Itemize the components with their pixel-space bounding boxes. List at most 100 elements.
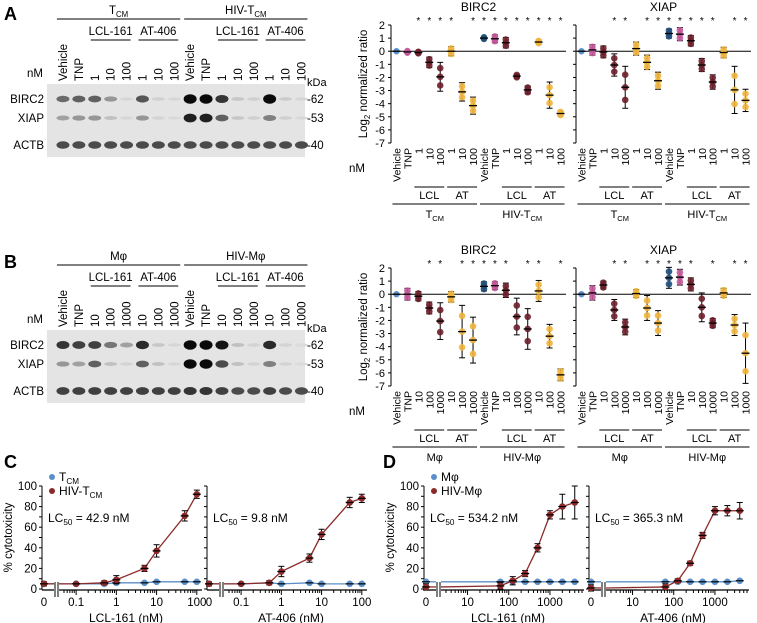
a-birc2-unit-label: nM xyxy=(349,163,365,175)
blot-a-lane-label: 100 xyxy=(296,62,308,81)
blot-b-band-xiap xyxy=(72,361,86,367)
blot-b-band-birc2 xyxy=(183,340,197,350)
b-birc2-category-label: 1000 xyxy=(523,391,535,415)
b-birc2-significance-star: * xyxy=(460,259,464,270)
blot-a-lane-label: 1 xyxy=(265,75,277,81)
d-lcl-x-tick-label: 10 xyxy=(461,597,474,609)
a-xiap-significance-star: * xyxy=(645,16,649,27)
c-lcl-series-infected-line xyxy=(76,493,198,585)
a-birc2-y-tick-label: -2 xyxy=(375,72,385,84)
a-birc2-subgroup-label: AT xyxy=(455,190,469,202)
b-xiap-subgroup-label: AT xyxy=(728,433,742,445)
a-birc2-data-point xyxy=(415,48,422,56)
blot-a-band-xiap xyxy=(135,115,149,121)
b-xiap-data-point xyxy=(742,368,749,375)
d-at-x-tick-label: 1000 xyxy=(702,597,728,609)
b-xiap-data-point xyxy=(676,278,684,286)
b-birc2-y-tick-label: -2 xyxy=(375,315,385,327)
blot-a-drug-label: LCL-161 xyxy=(89,26,133,38)
a-birc2-group-label: HIV-TCM xyxy=(502,209,542,223)
b-xiap-significance-star: * xyxy=(667,259,671,270)
blot-b-band-xiap xyxy=(263,361,277,367)
blot-a-band-actb xyxy=(120,141,134,149)
a-xiap-category-label: 1 xyxy=(719,148,731,154)
a-birc2-data-point xyxy=(469,107,477,115)
b-birc2-data-point xyxy=(546,339,553,347)
b-birc2-subgroup-label: AT xyxy=(543,433,557,445)
b-xiap-data-point xyxy=(600,279,607,286)
b-xiap-data-point xyxy=(610,300,618,307)
blot-b-band-actb xyxy=(88,387,102,395)
a-birc2-category-label: 1 xyxy=(534,148,546,154)
blot-a-lane-label: 10 xyxy=(281,68,293,81)
c-lcl-legend-label: HIV-TCM xyxy=(59,484,103,500)
b-birc2-category-label: 100 xyxy=(512,391,524,409)
a-xiap-data-point xyxy=(610,68,618,75)
a-xiap-data-point xyxy=(632,41,640,48)
a-birc2-significance-star: * xyxy=(493,16,497,27)
b-birc2-subgroup-label: LCL xyxy=(419,433,439,445)
b-birc2-data-point xyxy=(458,344,466,351)
b-birc2-category-label: 10 xyxy=(413,391,425,403)
blot-b-drug-label: LCL-161 xyxy=(89,272,133,284)
b-xiap-category-label: 100 xyxy=(730,391,742,409)
b-birc2-data-point xyxy=(469,323,477,330)
b-xiap-subgroup-label: AT xyxy=(640,433,654,445)
b-birc2-y-tick-label: -7 xyxy=(375,381,385,393)
blot-a-marker: -62 xyxy=(307,94,324,106)
a-xiap-group-label: HIV-TCM xyxy=(687,209,727,223)
blot-a-lane-label: TNP xyxy=(74,58,86,81)
b-birc2-group-label: HIV-Mφ xyxy=(503,452,541,464)
b-birc2-data-point xyxy=(524,313,532,321)
d-lcl-legend-label: Mφ xyxy=(441,470,459,484)
a-birc2-data-point xyxy=(535,37,542,45)
b-xiap-significance-star: * xyxy=(645,259,649,270)
blot-a-band-actb xyxy=(263,141,277,149)
d-lcl-x-tick-label: 100 xyxy=(499,597,518,609)
a-xiap-subgroup-label: LCL xyxy=(692,190,712,202)
a-birc2-data-point xyxy=(557,108,564,116)
b-xiap-category-label: 1000 xyxy=(741,391,753,415)
blot-b-band-xiap xyxy=(120,362,134,366)
b-xiap-significance-star: * xyxy=(733,259,737,270)
c-lcl-y-tick-label: 20 xyxy=(24,563,37,575)
a-birc2-category-label: 1 xyxy=(413,148,425,154)
blot-a-band-actb xyxy=(72,141,86,149)
a-birc2-significance-star: * xyxy=(471,16,475,27)
b-birc2-y-tick-label: -5 xyxy=(375,355,385,367)
b-xiap-group-label: Mφ xyxy=(612,452,628,464)
d-lcl-legend-marker xyxy=(431,488,437,494)
blot-a-band-birc2 xyxy=(263,94,277,104)
blot-a-kda-label: kDa xyxy=(307,77,327,89)
blot-a-band-xiap xyxy=(215,114,229,122)
blot-b-band-xiap xyxy=(104,362,118,366)
a-xiap-category-label: 10 xyxy=(609,148,621,160)
a-xiap-data-point xyxy=(589,43,596,51)
blot-a-band-xiap xyxy=(151,116,165,120)
blot-a-lane-label: 1 xyxy=(217,75,229,81)
a-xiap-data-point xyxy=(621,71,629,78)
blot-a-band-xiap xyxy=(231,116,245,120)
blot-a-band-birc2 xyxy=(294,97,308,101)
d-lcl-series-infected-line xyxy=(440,585,501,588)
a-birc2-data-point xyxy=(447,45,455,52)
b-xiap-data-point xyxy=(742,331,749,339)
blot-a-band-actb xyxy=(88,141,102,149)
a-birc2-subgroup-label: AT xyxy=(543,190,557,202)
b-xiap-data-point xyxy=(665,268,673,275)
a-birc2-y-tick-label: -5 xyxy=(375,112,385,124)
c-lcl-x-axis-label: LCL-161 (nM) xyxy=(89,611,163,623)
b-xiap-category-label: TNP xyxy=(587,391,599,412)
a-xiap-data-point xyxy=(600,45,607,52)
blot-b-marker: -40 xyxy=(307,386,324,398)
d-at-x-tick-label: 10 xyxy=(626,597,639,609)
blot-a-band-actb xyxy=(279,141,293,149)
a-xiap-data-point xyxy=(610,55,618,62)
d-at-x-tick-label-zero: 0 xyxy=(588,597,594,609)
a-birc2-y-tick-label: -3 xyxy=(375,86,385,98)
c-lcl-x-tick-label: 100 xyxy=(187,597,206,609)
b-xiap-data-point xyxy=(687,277,695,284)
blot-a-band-actb xyxy=(294,141,308,149)
b-xiap-data-point xyxy=(654,327,662,334)
b-xiap-category-label: 1000 xyxy=(708,391,720,415)
